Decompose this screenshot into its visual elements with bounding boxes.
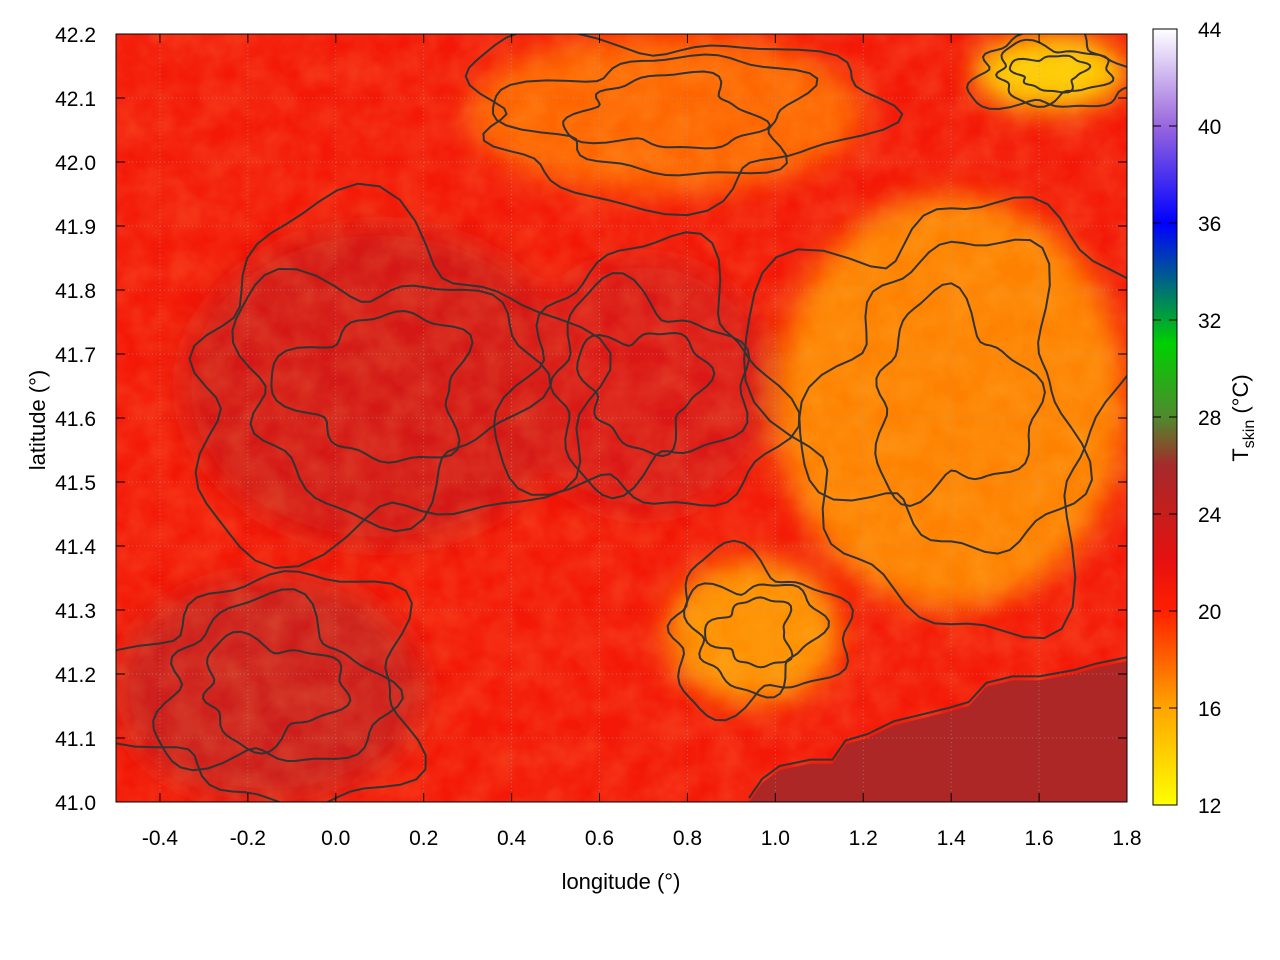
y-tick-label: 41.3 — [55, 600, 96, 623]
field-texture — [116, 34, 1127, 802]
colorbar-tick-label: 16 — [1198, 698, 1221, 721]
colorbar-tick-label: 24 — [1198, 504, 1222, 527]
contour-line — [152, 588, 404, 772]
y-tick-label: 41.8 — [55, 280, 96, 303]
contour-line — [188, 182, 612, 569]
x-tick-label: 0.0 — [321, 827, 350, 850]
x-tick-label: -0.2 — [230, 827, 266, 850]
colorbar-tick-label: 40 — [1198, 116, 1221, 139]
x-tick-label: 0.6 — [585, 827, 614, 850]
contour-line — [666, 539, 854, 722]
x-tick-label: 0.2 — [409, 827, 438, 850]
contour-line — [704, 596, 794, 669]
contour-line — [743, 196, 1127, 640]
y-tick-label: 41.0 — [55, 792, 96, 815]
y-axis: 41.0 41.1 41.2 41.3 41.4 41.5 41.6 41.7 41.8 41.9… — [55, 24, 1127, 815]
grid — [116, 34, 1127, 802]
contour-line — [270, 310, 474, 464]
colorbar: 12 16 20 24 28 32 36 40 44 Tskin (°C) — [1152, 19, 1258, 818]
colorbar-tick-label: 12 — [1198, 795, 1221, 818]
colorbar-tick-label: 32 — [1198, 310, 1221, 333]
contour-line — [576, 332, 716, 458]
contour-line — [464, 34, 904, 217]
contour-line — [549, 272, 751, 500]
contour-line — [493, 231, 801, 507]
sea-region — [749, 661, 1127, 802]
contour-line — [492, 53, 819, 177]
y-tick-label: 41.7 — [55, 344, 96, 367]
contour-line — [1008, 54, 1092, 94]
colorbar-tick-label: 36 — [1198, 213, 1221, 236]
y-tick-label: 42.1 — [55, 88, 96, 111]
contour-line — [116, 570, 427, 802]
colorbar-label-unit: (°C) — [1228, 374, 1253, 419]
x-tick-label: 1.4 — [937, 827, 967, 850]
contour-line — [231, 268, 552, 533]
colorbar-tick-label: 20 — [1198, 601, 1221, 624]
x-tick-label: 1.8 — [1112, 827, 1141, 850]
x-axis: -0.4 -0.2 0.0 0.2 0.4 0.6 0.8 1.0 1.2 1.4 1.6 1.8 — [142, 34, 1142, 850]
y-tick-label: 42.0 — [55, 152, 96, 175]
y-axis-label: latitude (°) — [25, 370, 50, 471]
contour-line — [683, 582, 830, 699]
x-tick-label: 0.8 — [673, 827, 702, 850]
x-tick-label: 0.4 — [497, 827, 527, 850]
y-tick-label: 41.5 — [55, 472, 96, 495]
x-axis-label: longitude (°) — [562, 869, 681, 894]
y-tick-label: 41.4 — [55, 536, 96, 559]
colorbar-label-sub: skin — [1241, 420, 1258, 448]
contour-line — [874, 282, 1046, 507]
y-tick-label: 41.1 — [55, 728, 96, 751]
y-tick-label: 41.6 — [55, 408, 96, 431]
colorbar-label: Tskin (°C) — [1228, 374, 1258, 461]
colorbar-tick-label: 28 — [1198, 407, 1221, 430]
contour-line — [966, 34, 1127, 110]
colorbar-ticks: 12 16 20 24 28 32 36 40 44 — [1153, 19, 1222, 818]
contour-line — [202, 630, 352, 755]
contour-line — [798, 238, 1093, 555]
colorbar-label-main: T — [1228, 448, 1253, 461]
y-tick-label: 42.2 — [55, 24, 96, 47]
contour-line — [748, 656, 1127, 799]
plot-area — [116, 34, 1127, 802]
y-tick-label: 41.9 — [55, 216, 96, 239]
x-tick-label: -0.4 — [142, 827, 179, 850]
contour-line — [562, 70, 772, 150]
y-tick-label: 41.2 — [55, 664, 96, 687]
contour-lines — [116, 34, 1127, 802]
x-tick-label: 1.0 — [761, 827, 790, 850]
x-tick-label: 1.6 — [1024, 827, 1053, 850]
colorbar-tick-label: 44 — [1198, 19, 1222, 42]
x-tick-label: 1.2 — [849, 827, 878, 850]
